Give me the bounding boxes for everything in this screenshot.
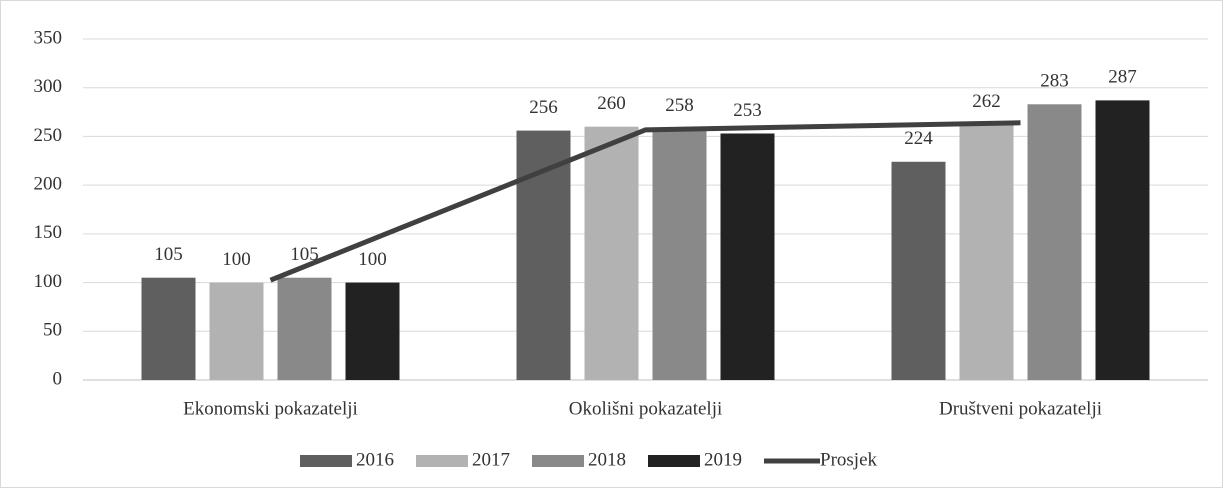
bar [891, 161, 946, 380]
data-label: 105 [290, 244, 319, 265]
bar [209, 282, 264, 380]
legend-label: 2017 [472, 449, 510, 470]
data-label: 262 [972, 91, 1001, 112]
x-tick-label: Okolišni pokazatelji [569, 398, 723, 419]
data-label: 287 [1108, 67, 1137, 88]
bar [1095, 100, 1150, 380]
bar [141, 277, 196, 380]
bar [652, 128, 707, 380]
bar [516, 130, 571, 380]
legend-label: 2019 [704, 449, 742, 470]
x-tick-label: Ekonomski pokazatelji [183, 398, 358, 419]
data-label: 105 [154, 244, 183, 265]
x-tick-label: Društveni pokazatelji [939, 398, 1102, 419]
y-tick-label: 50 [43, 320, 62, 341]
bar [584, 126, 639, 380]
data-label: 258 [665, 95, 694, 116]
legend-swatch [300, 455, 352, 467]
legend-label: Prosjek [820, 449, 878, 470]
bar [1027, 104, 1082, 380]
y-tick-label: 200 [34, 174, 63, 195]
y-tick-label: 0 [53, 368, 63, 389]
bar [959, 124, 1014, 380]
line [269, 120, 1021, 283]
bar [277, 277, 332, 380]
legend-label: 2016 [356, 449, 394, 470]
data-label: 283 [1040, 71, 1069, 92]
data-label: 253 [733, 100, 762, 121]
data-label: 260 [597, 93, 626, 114]
y-tick-label: 100 [34, 271, 63, 292]
data-label: 100 [222, 249, 251, 270]
legend-swatch [532, 455, 584, 467]
legend-swatch [416, 455, 468, 467]
y-tick-label: 300 [34, 76, 63, 97]
legend-label: 2018 [588, 449, 626, 470]
y-tick-label: 250 [34, 125, 63, 146]
data-label: 224 [904, 128, 933, 149]
data-label: 100 [358, 249, 387, 270]
y-tick-label: 150 [34, 222, 63, 243]
data-label: 256 [529, 97, 558, 118]
bar [720, 133, 775, 380]
y-tick-label: 350 [34, 27, 63, 48]
bar [345, 282, 400, 380]
legend-swatch [648, 455, 700, 467]
